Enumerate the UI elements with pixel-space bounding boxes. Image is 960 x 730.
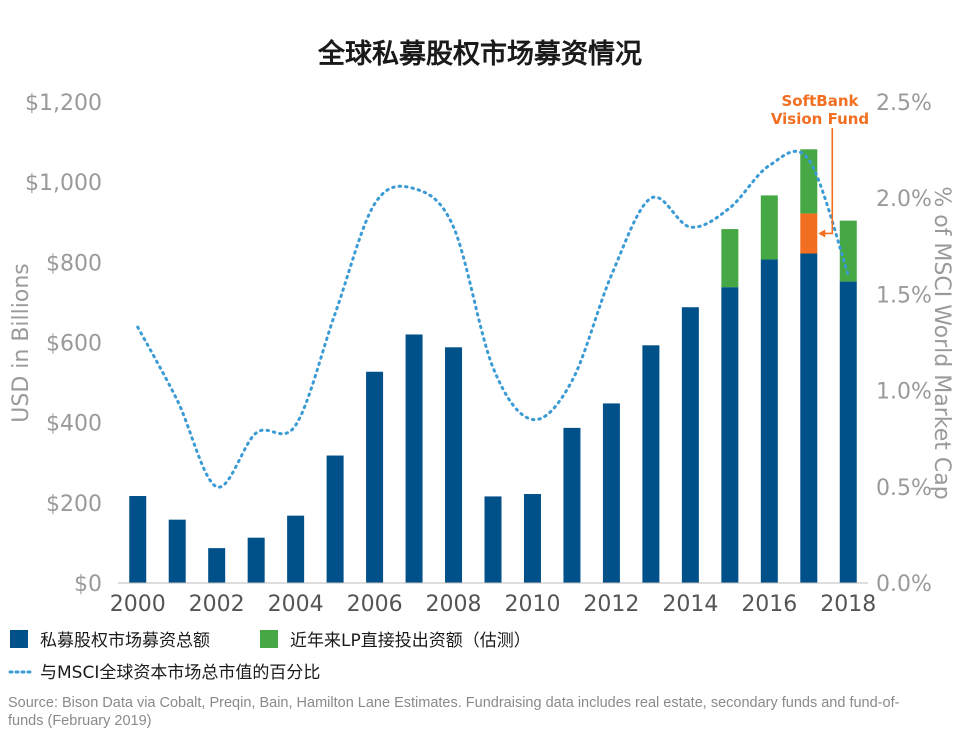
legend-swatch-private-equity	[10, 630, 28, 648]
bar-2006-private-equity	[366, 371, 384, 583]
annotation-arrow	[822, 128, 834, 235]
bar-2004-private-equity	[287, 515, 305, 583]
bar-2018-private-equity	[839, 281, 857, 583]
bar-2001-private-equity	[168, 519, 186, 583]
legend-label-private-equity: 私募股权市场募资总额	[40, 631, 210, 651]
x-tick-label: 2016	[741, 592, 797, 617]
bar-2016-lp-direct	[760, 195, 778, 260]
annotation-line1: SoftBank	[781, 92, 859, 110]
bar-2007-private-equity	[405, 334, 423, 583]
legend: 私募股权市场募资总额 近年来LP直接投出资额（估测） 与MSCI全球资本市场总市…	[8, 630, 531, 683]
x-tick-label: 2000	[110, 592, 166, 617]
annotation-arrowhead	[818, 229, 826, 238]
bar-series	[129, 149, 857, 583]
bar-2002-private-equity	[208, 548, 226, 583]
y2-tick-label: 0.5%	[876, 476, 932, 501]
bar-2016-private-equity	[760, 259, 778, 583]
x-tick-label: 2002	[189, 592, 245, 617]
y2-tick-label: 2.5%	[876, 91, 932, 116]
bar-2003-private-equity	[247, 537, 265, 583]
x-tick-label: 2006	[347, 592, 403, 617]
bar-2005-private-equity	[326, 455, 344, 583]
x-tick-label: 2018	[820, 592, 876, 617]
bar-2011-private-equity	[563, 427, 581, 583]
y-axis-left: $0 $200 $400 $600 $800 $1,000 $1,200	[25, 91, 102, 597]
y-axis-right: 0.0% 0.5% 1.0% 1.5% 2.0% 2.5%	[876, 91, 932, 597]
bar-2017-lp-direct	[800, 149, 818, 214]
annotation-line2: Vision Fund	[771, 110, 869, 128]
y-axis-title: USD in Billions	[9, 263, 34, 422]
y-tick-label: $1,000	[25, 171, 102, 196]
y2-tick-label: 1.5%	[876, 283, 932, 308]
legend-label-msci-line: 与MSCI全球资本市场总市值的百分比	[40, 663, 320, 683]
y-tick-label: $800	[46, 251, 102, 276]
x-tick-label: 2014	[662, 592, 718, 617]
y2-tick-label: 1.0%	[876, 380, 932, 405]
msci-line-series	[136, 149, 850, 489]
y2-tick-label: 0.0%	[876, 572, 932, 597]
legend-swatch-lp-direct	[260, 630, 278, 648]
bar-2009-private-equity	[484, 496, 502, 583]
x-tick-label: 2010	[504, 592, 560, 617]
bar-2000-private-equity	[129, 496, 147, 583]
bar-2008-private-equity	[445, 347, 463, 583]
bar-2015-lp-direct	[721, 229, 739, 288]
chart-title: 全球私募股权市场募资情况	[317, 38, 642, 70]
source-note: Source: Bison Data via Cobalt, Preqin, B…	[8, 695, 900, 729]
y2-tick-label: 2.0%	[876, 187, 932, 212]
x-axis: 2000 2002 2004 2006 2008 2010 2012 2014 2016 2018	[110, 592, 877, 617]
y-tick-label: $400	[46, 412, 102, 437]
bar-2010-private-equity	[523, 494, 541, 583]
bar-2017-softbank	[800, 213, 818, 254]
y-tick-label: $1,200	[25, 91, 102, 116]
bar-2014-private-equity	[681, 307, 699, 583]
legend-label-lp-direct: 近年来LP直接投出资额（估测）	[290, 631, 531, 651]
bar-2015-private-equity	[721, 287, 739, 583]
y2-axis-title: % of MSCI World Market Cap	[929, 186, 954, 499]
y-tick-label: $200	[46, 492, 102, 517]
x-tick-label: 2008	[426, 592, 482, 617]
y-tick-label: $600	[46, 332, 102, 357]
softbank-annotation: SoftBank Vision Fund	[771, 92, 869, 238]
y-tick-label: $0	[74, 572, 102, 597]
bar-2013-private-equity	[642, 345, 660, 583]
msci-percentage-line	[136, 149, 850, 489]
x-tick-label: 2012	[583, 592, 639, 617]
x-tick-label: 2004	[268, 592, 324, 617]
bar-2012-private-equity	[602, 403, 620, 583]
bar-2017-private-equity	[800, 253, 818, 583]
